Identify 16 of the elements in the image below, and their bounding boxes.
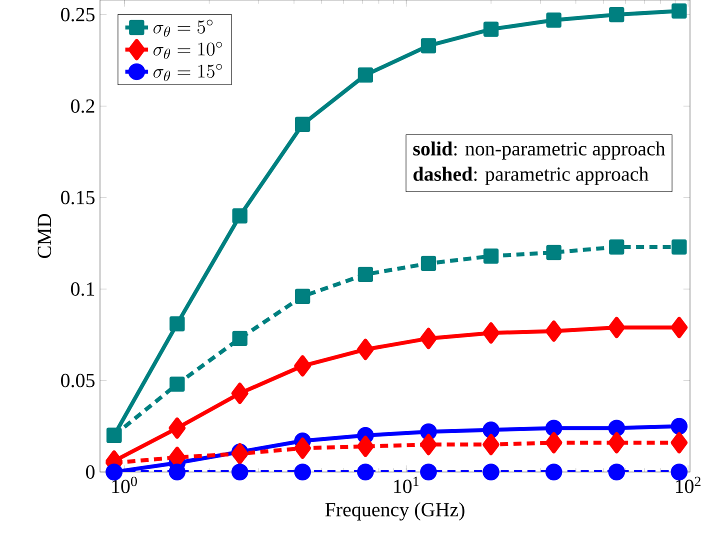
x-tick-label: 10$^{0}$: [112, 476, 137, 494]
x-axis-title: Frequency (GHz): [325, 502, 464, 521]
y-tick-label: 0.25: [61, 8, 95, 22]
y-tick-label: 0.2: [71, 99, 94, 113]
y-tick-label: 0.05: [61, 374, 95, 388]
x-tick-label: 10$^{2}$: [676, 476, 700, 494]
y-tick-label: 0.1: [71, 282, 94, 296]
y-axis-title: CMD: [38, 214, 52, 258]
y-tick-label: 0: [86, 465, 95, 479]
legend-label: $\sigma_\theta = 5^\circ$: [153, 20, 213, 37]
legend-label: $\sigma_\theta = 10^\circ$: [153, 42, 222, 60]
x-tick-label: 10$^{1}$: [394, 476, 418, 494]
legend-label: $\sigma_\theta = 15^\circ$: [153, 64, 222, 82]
annotation: dashed: parametric approach: [413, 166, 648, 185]
annotation: solid: non-parametric approach: [413, 141, 666, 160]
y-tick-label: 0.15: [61, 190, 95, 204]
